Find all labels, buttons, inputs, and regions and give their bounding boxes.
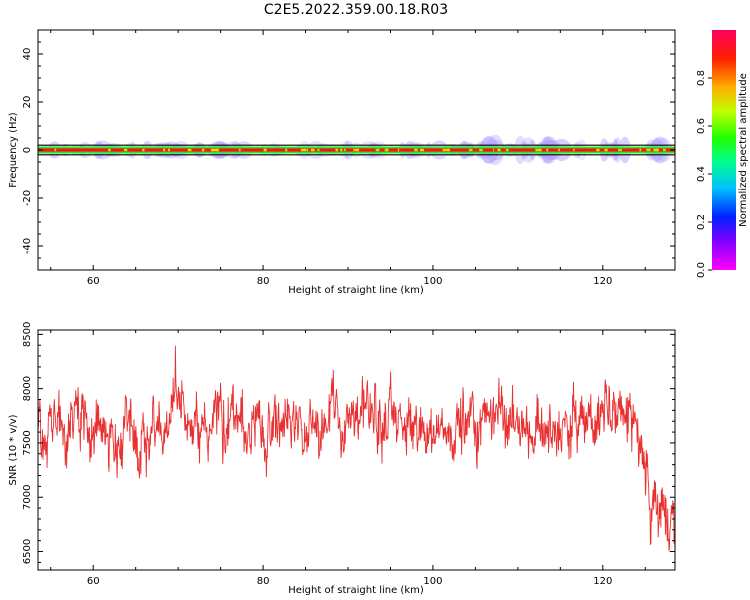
snr-xtick-label: 80 [257, 576, 270, 587]
spectrogram-speckle [414, 148, 418, 152]
colorbar-label: Normalized spectral amplitude [738, 73, 749, 227]
spectrogram-speckle [375, 148, 380, 152]
snr-ytick-label: 7000 [22, 485, 33, 510]
spectrogram-ytick-label: -20 [22, 190, 33, 206]
spectrogram-speckle [335, 148, 338, 152]
spectrogram-speckle [340, 148, 343, 152]
spectrogram-speckle [167, 148, 170, 152]
spectrogram-speckle [649, 148, 651, 152]
colorbar-ticks: 0.0 0.2 0.4 0.6 0.8 [696, 70, 712, 278]
spectrogram-speckle [420, 148, 424, 152]
spectrogram-speckle [646, 148, 650, 152]
spectrogram-speckle [558, 148, 560, 152]
snr-xlabel: Height of straight line (km) [288, 585, 424, 596]
spectrogram-speckle [190, 148, 192, 152]
snr-ytick-label: 6500 [22, 539, 33, 564]
spectrogram-speckle [479, 148, 483, 152]
spectrogram-xtick-label: 60 [87, 276, 100, 287]
spectrogram-xtick-label: 120 [593, 276, 612, 287]
spectrogram-speckle [385, 148, 388, 152]
spectrogram-xtick-label: 100 [423, 276, 442, 287]
snr-frame [37, 329, 676, 571]
snr-xtick-label: 100 [423, 576, 442, 587]
spectrogram-plot-area [38, 134, 675, 166]
spectrogram-speckle [639, 148, 642, 152]
spectrogram-speckle [446, 148, 450, 152]
spectrogram-speckle [238, 148, 241, 152]
spectrogram-speckle [442, 148, 446, 152]
colorbar-tick-label: 0.8 [696, 70, 707, 86]
spectrogram-speckle [54, 148, 57, 152]
spectrogram-speckle [264, 148, 267, 152]
spectrogram-xlabel: Height of straight line (km) [288, 285, 424, 296]
spectrogram-speckle [355, 148, 360, 152]
spectrogram-speckle [497, 148, 500, 152]
spectrogram-speckle [505, 148, 509, 152]
spectrogram-speckle [310, 148, 315, 152]
colorbar-gradient [712, 30, 736, 270]
spectrogram-speckle [618, 148, 622, 152]
snr-panel: 60 80 100 120 6500 7000 7500 8000 8500 Height of… [8, 322, 676, 596]
spectrogram-axes: 60 80 100 120 -40 -20 0 20 40 [22, 29, 675, 287]
snr-ylabel: SNR (10 * v/v) [8, 414, 19, 485]
spectrogram-speckle [317, 148, 320, 152]
spectrogram-ytick-label: 20 [22, 96, 33, 109]
spectrogram-speckle [142, 148, 145, 152]
spectrogram-speckle [187, 148, 192, 152]
spectrogram-speckle [655, 148, 659, 152]
spectrogram-speckle [304, 148, 307, 152]
spectrogram-ytick-label: 0 [22, 147, 33, 153]
spectrogram-speckle [353, 148, 355, 152]
snr-series-line [38, 345, 675, 552]
colorbar-tick-label: 0.6 [696, 118, 707, 134]
spectrogram-speckle [662, 148, 666, 152]
spectrogram-speckle [201, 148, 205, 152]
spectrogram-speckle [468, 148, 473, 152]
colorbar-tick-label: 0.2 [696, 214, 707, 230]
spectrogram-speckle [573, 148, 575, 152]
spectrogram-speckle [653, 148, 658, 152]
spectrogram-speckle [397, 148, 400, 152]
spectrogram-speckle [498, 148, 501, 152]
colorbar-tick-label: 0.4 [696, 166, 707, 182]
spectrogram-speckle [211, 148, 215, 152]
spectrogram-speckle [605, 148, 607, 152]
spectrogram-ytick-label: 40 [22, 48, 33, 61]
snr-ytick-label: 8000 [22, 376, 33, 401]
snr-ytick-label: 8500 [22, 322, 33, 347]
snr-plot-area [38, 345, 675, 552]
spectrogram-speckle [344, 148, 346, 152]
figure-title: C2E5.2022.359.00.18.R03 [263, 2, 449, 18]
spectrogram-band-outer [38, 144, 675, 156]
spectrogram-speckle [108, 148, 111, 152]
spectrogram-ylabel: Frequency (Hz) [8, 112, 19, 188]
spectrogram-speckle [384, 148, 387, 152]
spectrogram-speckle [596, 148, 600, 152]
spectrogram-speckle [537, 148, 542, 152]
spectrogram-panel: 60 80 100 120 -40 -20 0 20 40 Height of straight… [8, 29, 676, 296]
snr-axes: 60 80 100 120 6500 7000 7500 8000 8500 [22, 322, 675, 587]
spectrogram-speckle [493, 148, 495, 152]
colorbar: 0.0 0.2 0.4 0.6 0.8 Normalized spectral ampl… [696, 30, 749, 278]
spectrogram-ytick-label: -40 [22, 238, 33, 254]
spectrogram-speckle [535, 148, 538, 152]
spectrogram-speckle [163, 148, 166, 152]
spectrogram-speckle [306, 148, 308, 152]
snr-xtick-label: 60 [87, 576, 100, 587]
snr-ytick-label: 7500 [22, 430, 33, 455]
colorbar-tick-label: 0.0 [696, 262, 707, 278]
spectrogram-speckle [285, 148, 288, 152]
spectrogram-xtick-label: 80 [257, 276, 270, 287]
spectrogram-speckle [546, 148, 549, 152]
spectrogram-speckle [123, 148, 128, 152]
snr-xtick-label: 120 [593, 576, 612, 587]
spectrogram-speckle [214, 148, 218, 152]
spectrogram-speckle [300, 148, 305, 152]
